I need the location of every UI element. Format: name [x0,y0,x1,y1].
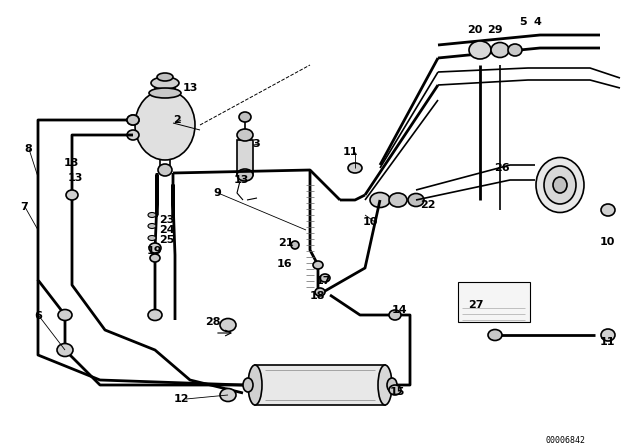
Text: 10: 10 [363,217,378,227]
Bar [237,140,253,175]
Ellipse shape [58,310,72,320]
Text: 18: 18 [310,291,326,301]
Ellipse shape [157,73,173,81]
Text: 11: 11 [600,337,616,347]
Ellipse shape [387,378,397,392]
Ellipse shape [508,44,522,56]
Ellipse shape [150,254,160,262]
FancyArrow shape [552,190,557,195]
Text: 26: 26 [494,163,509,173]
Ellipse shape [237,129,253,141]
Ellipse shape [389,385,401,395]
FancyArrow shape [563,190,568,195]
Text: 3: 3 [252,139,260,149]
Ellipse shape [348,163,362,173]
Ellipse shape [370,193,390,207]
FancyArrow shape [552,175,557,181]
Text: 13: 13 [68,173,83,183]
Ellipse shape [320,274,330,282]
Text: 27: 27 [468,300,483,310]
Ellipse shape [601,204,615,216]
Ellipse shape [148,224,156,228]
Text: 28: 28 [205,317,221,327]
Text: 11: 11 [342,147,358,157]
Text: 21: 21 [278,238,294,248]
Ellipse shape [553,177,567,193]
Ellipse shape [248,365,262,405]
Ellipse shape [57,344,73,357]
Text: 29: 29 [487,25,502,35]
FancyArrow shape [567,184,575,186]
Text: 00006842: 00006842 [545,435,585,444]
Text: 16: 16 [277,259,292,269]
Ellipse shape [291,241,299,249]
Ellipse shape [389,193,407,207]
Text: 13: 13 [64,158,79,168]
Ellipse shape [469,41,491,59]
Text: 20: 20 [467,25,483,35]
Text: 22: 22 [420,200,435,210]
Ellipse shape [148,212,156,217]
Ellipse shape [149,243,161,253]
Text: 4: 4 [533,17,541,27]
Ellipse shape [135,90,195,160]
Text: 12: 12 [173,394,189,404]
Ellipse shape [315,288,325,296]
Ellipse shape [239,112,251,122]
Ellipse shape [237,169,253,181]
Text: 24: 24 [159,225,175,235]
Ellipse shape [148,236,156,241]
Bar [255,365,385,405]
Ellipse shape [66,190,78,200]
Bar [458,282,530,322]
Ellipse shape [378,365,392,405]
Ellipse shape [127,115,139,125]
Ellipse shape [243,378,253,392]
Ellipse shape [158,164,172,176]
Text: 15: 15 [390,387,405,397]
Ellipse shape [313,261,323,269]
Ellipse shape [491,43,509,57]
Ellipse shape [536,158,584,212]
Text: 13: 13 [234,175,250,185]
Ellipse shape [389,310,401,320]
Text: 6: 6 [34,311,42,321]
FancyArrow shape [563,175,568,181]
Ellipse shape [601,329,615,341]
Text: 2: 2 [173,115,180,125]
FancyArrow shape [545,184,553,186]
Text: 9: 9 [213,188,221,198]
Text: 7: 7 [20,202,28,212]
Ellipse shape [149,88,181,98]
Text: 17: 17 [316,276,332,286]
Ellipse shape [127,115,139,125]
Text: 19: 19 [147,246,163,256]
Ellipse shape [148,310,162,320]
Text: 23: 23 [159,215,174,225]
Ellipse shape [220,319,236,332]
Ellipse shape [544,166,576,204]
Text: 14: 14 [392,305,408,315]
Text: 5: 5 [519,17,527,27]
Text: 25: 25 [159,235,174,245]
Ellipse shape [220,388,236,401]
Ellipse shape [127,130,139,140]
Ellipse shape [488,329,502,340]
Ellipse shape [151,77,179,89]
Ellipse shape [408,194,424,207]
Text: 10: 10 [600,237,616,247]
Text: 8: 8 [24,144,32,154]
Text: 13: 13 [183,83,198,93]
